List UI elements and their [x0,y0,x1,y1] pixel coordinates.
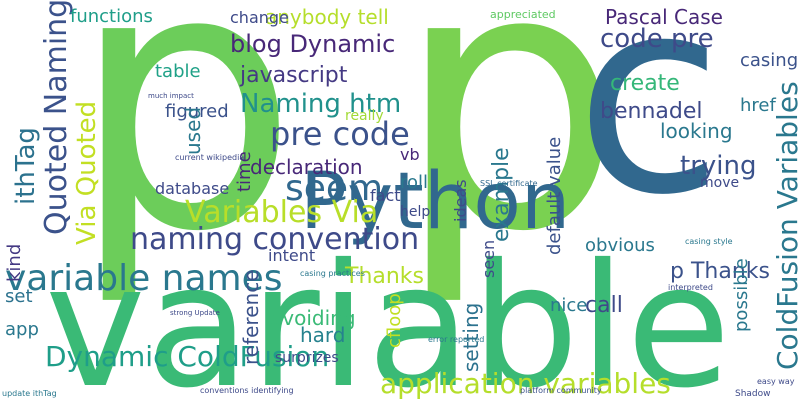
word: ColdFusion Variables [771,81,800,370]
word: move [700,175,739,191]
word: href [740,95,776,116]
word: pre code [270,115,410,153]
word: Thanks [344,264,424,289]
word: table [155,61,201,82]
word: hard [300,323,346,347]
word: blog Dynamic [230,30,395,58]
word: app [5,319,39,340]
word: nice [550,295,587,316]
word: looking [660,119,733,143]
word: p [395,0,624,310]
word: p [70,0,299,310]
word: conventions identifying [200,386,294,395]
word: declaration [250,155,363,179]
word: database [155,179,229,198]
word: really [345,108,384,124]
word: reference [239,270,263,366]
word: anybody tell [265,5,389,29]
word: bennadel [600,99,702,124]
word: Python [300,157,570,247]
word: intent [268,246,315,265]
word: code pre [600,24,714,54]
word: variable [45,228,731,400]
word: Variables Via [185,195,378,230]
word: Naming htm [240,89,401,119]
word: possible [731,258,752,332]
word: casing [740,50,798,71]
word: Pascal Case [605,5,723,29]
word: Dynamic ColdFusion [45,340,329,373]
word: roll [400,172,428,193]
word: platform community [520,386,602,395]
word: naming convention [130,222,419,257]
word: variable names [5,258,283,299]
word: Quoted Naming [39,0,74,235]
word: time [234,151,255,192]
word: Shadow [735,389,771,399]
word: figured [165,101,229,122]
word: functions [70,6,153,27]
word: c [575,0,723,254]
word: seen [479,240,498,278]
word: kind [4,244,25,282]
word: help [400,204,430,220]
word: update ithTag [2,389,57,398]
word: Via Quoted [72,101,102,245]
word: ithTag [11,127,41,205]
word: trying [680,151,756,181]
word: surprizes [275,350,339,366]
word: interpreted [668,283,713,292]
word: easy way [757,377,795,386]
word: vb [400,145,420,164]
word: change [230,8,289,27]
word: SSL certificate [480,179,538,188]
word: create [610,71,680,96]
word: error reported [428,335,484,344]
word: setting [459,303,483,372]
word: call [585,293,623,318]
word: avoiding [270,306,356,330]
word: application variables [380,367,671,400]
word: casing style [685,237,733,246]
word: seem [285,168,383,209]
word: used [181,107,205,155]
word: casing practices [300,269,365,278]
word: appreciated [490,8,556,21]
word: p Thanks [670,259,770,284]
word: fact [370,186,401,205]
word: strong Update [170,309,220,317]
word: default value [544,137,565,255]
word: current wikipedia [175,153,244,162]
word: cfloop [384,293,405,348]
word: javascript [239,63,348,88]
word: set [5,286,33,307]
word: much impact [148,92,194,100]
word: ideas [451,179,470,222]
word: obvious [585,235,655,256]
word: example [489,147,514,242]
